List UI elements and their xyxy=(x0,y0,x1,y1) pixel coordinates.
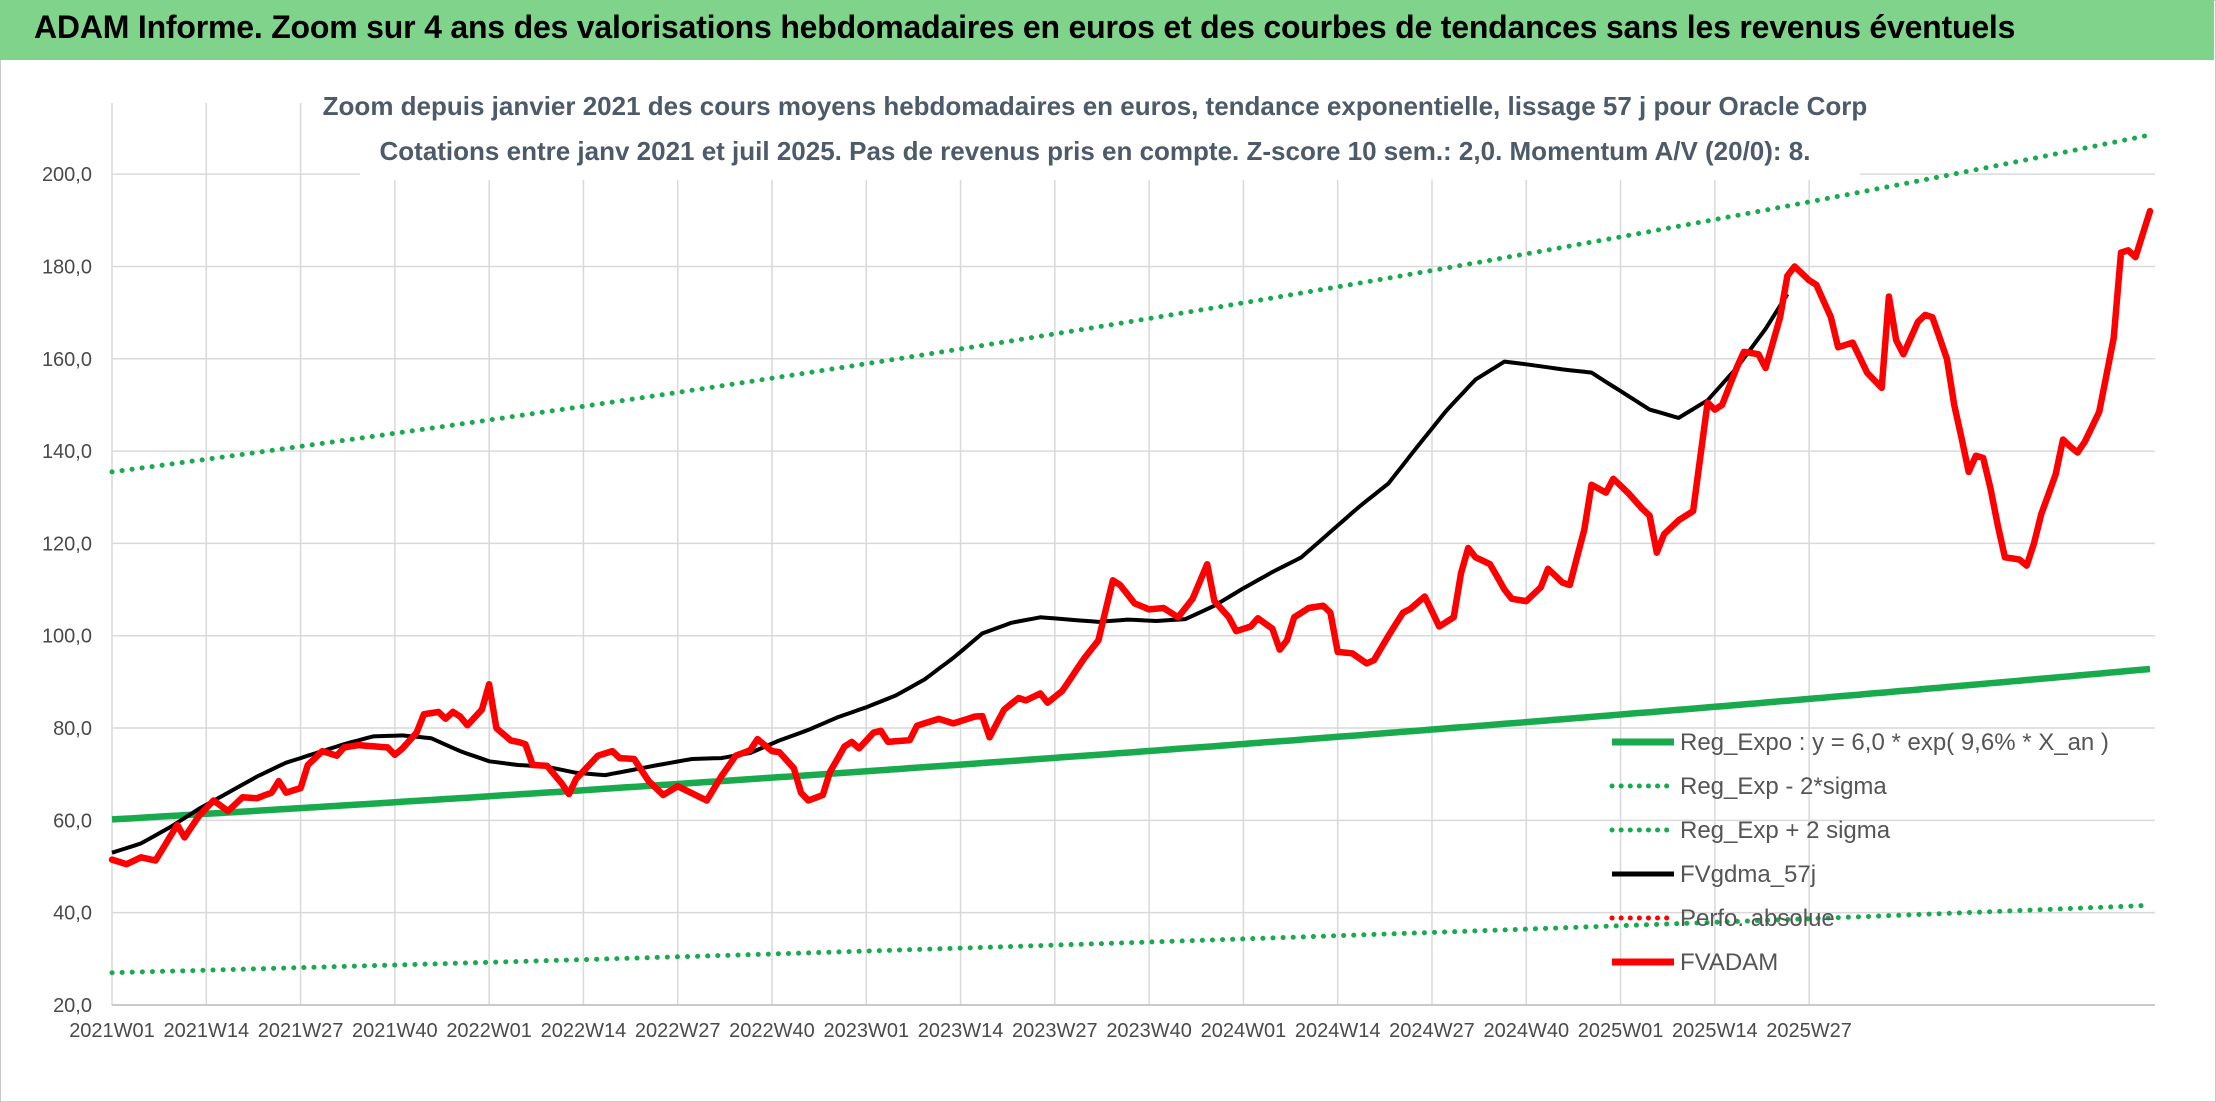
reg-exp-minus-2sigma-line xyxy=(109,902,2153,976)
x-tick-label: 2021W01 xyxy=(69,1020,155,1042)
fvgdma-57j-line xyxy=(111,293,1790,855)
y-tick-label: 180,0 xyxy=(42,256,92,278)
y-axis: 20,0 40,0 60,0 80,0 100,0 120,0 140,0 160,0 180,… xyxy=(42,164,92,1017)
x-tick-label: 2023W01 xyxy=(823,1020,909,1042)
x-tick-label: 2024W01 xyxy=(1201,1020,1287,1042)
page-title: ADAM Informe. Zoom sur 4 ans des valoris… xyxy=(34,9,2016,45)
legend-label: FVADAM xyxy=(1680,949,1778,976)
x-tick-label: 2022W01 xyxy=(446,1020,532,1042)
x-tick-label: 2021W27 xyxy=(258,1020,344,1042)
x-tick-label: 2024W40 xyxy=(1483,1020,1569,1042)
chart-legend: Reg_Expo : y = 6,0 * exp( 9,6% * X_an ) R… xyxy=(1609,729,2109,976)
x-tick-label: 2023W14 xyxy=(918,1020,1004,1042)
x-tick-label: 2021W14 xyxy=(163,1020,249,1042)
x-axis: 2021W01 2021W14 2021W27 2021W40 2022W01 2022W… xyxy=(69,1004,2155,1042)
fvadam-line xyxy=(108,207,2154,868)
chart-subtitle-line1: Zoom depuis janvier 2021 des cours moyen… xyxy=(323,91,1868,121)
y-tick-label: 120,0 xyxy=(42,533,92,555)
y-tick-label: 140,0 xyxy=(42,441,92,463)
legend-label: Perfo. absolue xyxy=(1680,905,1835,932)
y-tick-label: 60,0 xyxy=(53,810,92,832)
y-tick-label: 160,0 xyxy=(42,349,92,371)
subtitle-background xyxy=(360,80,1860,180)
y-tick-label: 40,0 xyxy=(53,903,92,925)
legend-label: FVgdma_57j xyxy=(1680,861,1816,888)
chart-subtitle-line2: Cotations entre janv 2021 et juil 2025. … xyxy=(380,136,1811,166)
legend-label: Reg_Expo : y = 6,0 * exp( 9,6% * X_an ) xyxy=(1680,729,2109,756)
y-tick-label: 200,0 xyxy=(42,164,92,186)
x-tick-label: 2023W27 xyxy=(1012,1020,1098,1042)
x-tick-label: 2022W14 xyxy=(541,1020,627,1042)
x-tick-label: 2025W27 xyxy=(1766,1020,1852,1042)
legend-label: Reg_Exp + 2 sigma xyxy=(1680,817,1891,844)
x-tick-label: 2025W14 xyxy=(1672,1020,1758,1042)
x-tick-label: 2025W01 xyxy=(1578,1020,1664,1042)
x-tick-label: 2023W40 xyxy=(1106,1020,1192,1042)
x-tick-label: 2022W40 xyxy=(729,1020,815,1042)
y-tick-label: 20,0 xyxy=(53,995,92,1017)
reg-exp-plus-2sigma-line xyxy=(109,132,2153,475)
x-tick-label: 2024W27 xyxy=(1389,1020,1475,1042)
x-tick-label: 2021W40 xyxy=(352,1020,438,1042)
chart-grid xyxy=(111,103,2155,1006)
header-banner: ADAM Informe. Zoom sur 4 ans des valoris… xyxy=(0,0,2214,60)
legend-label: Reg_Exp - 2*sigma xyxy=(1680,773,1887,800)
y-tick-label: 80,0 xyxy=(53,718,92,740)
reg-expo-line xyxy=(111,665,2151,823)
chart-series xyxy=(108,132,2154,976)
x-tick-label: 2024W14 xyxy=(1295,1020,1381,1042)
y-tick-label: 100,0 xyxy=(42,626,92,648)
x-tick-label: 2022W27 xyxy=(635,1020,721,1042)
